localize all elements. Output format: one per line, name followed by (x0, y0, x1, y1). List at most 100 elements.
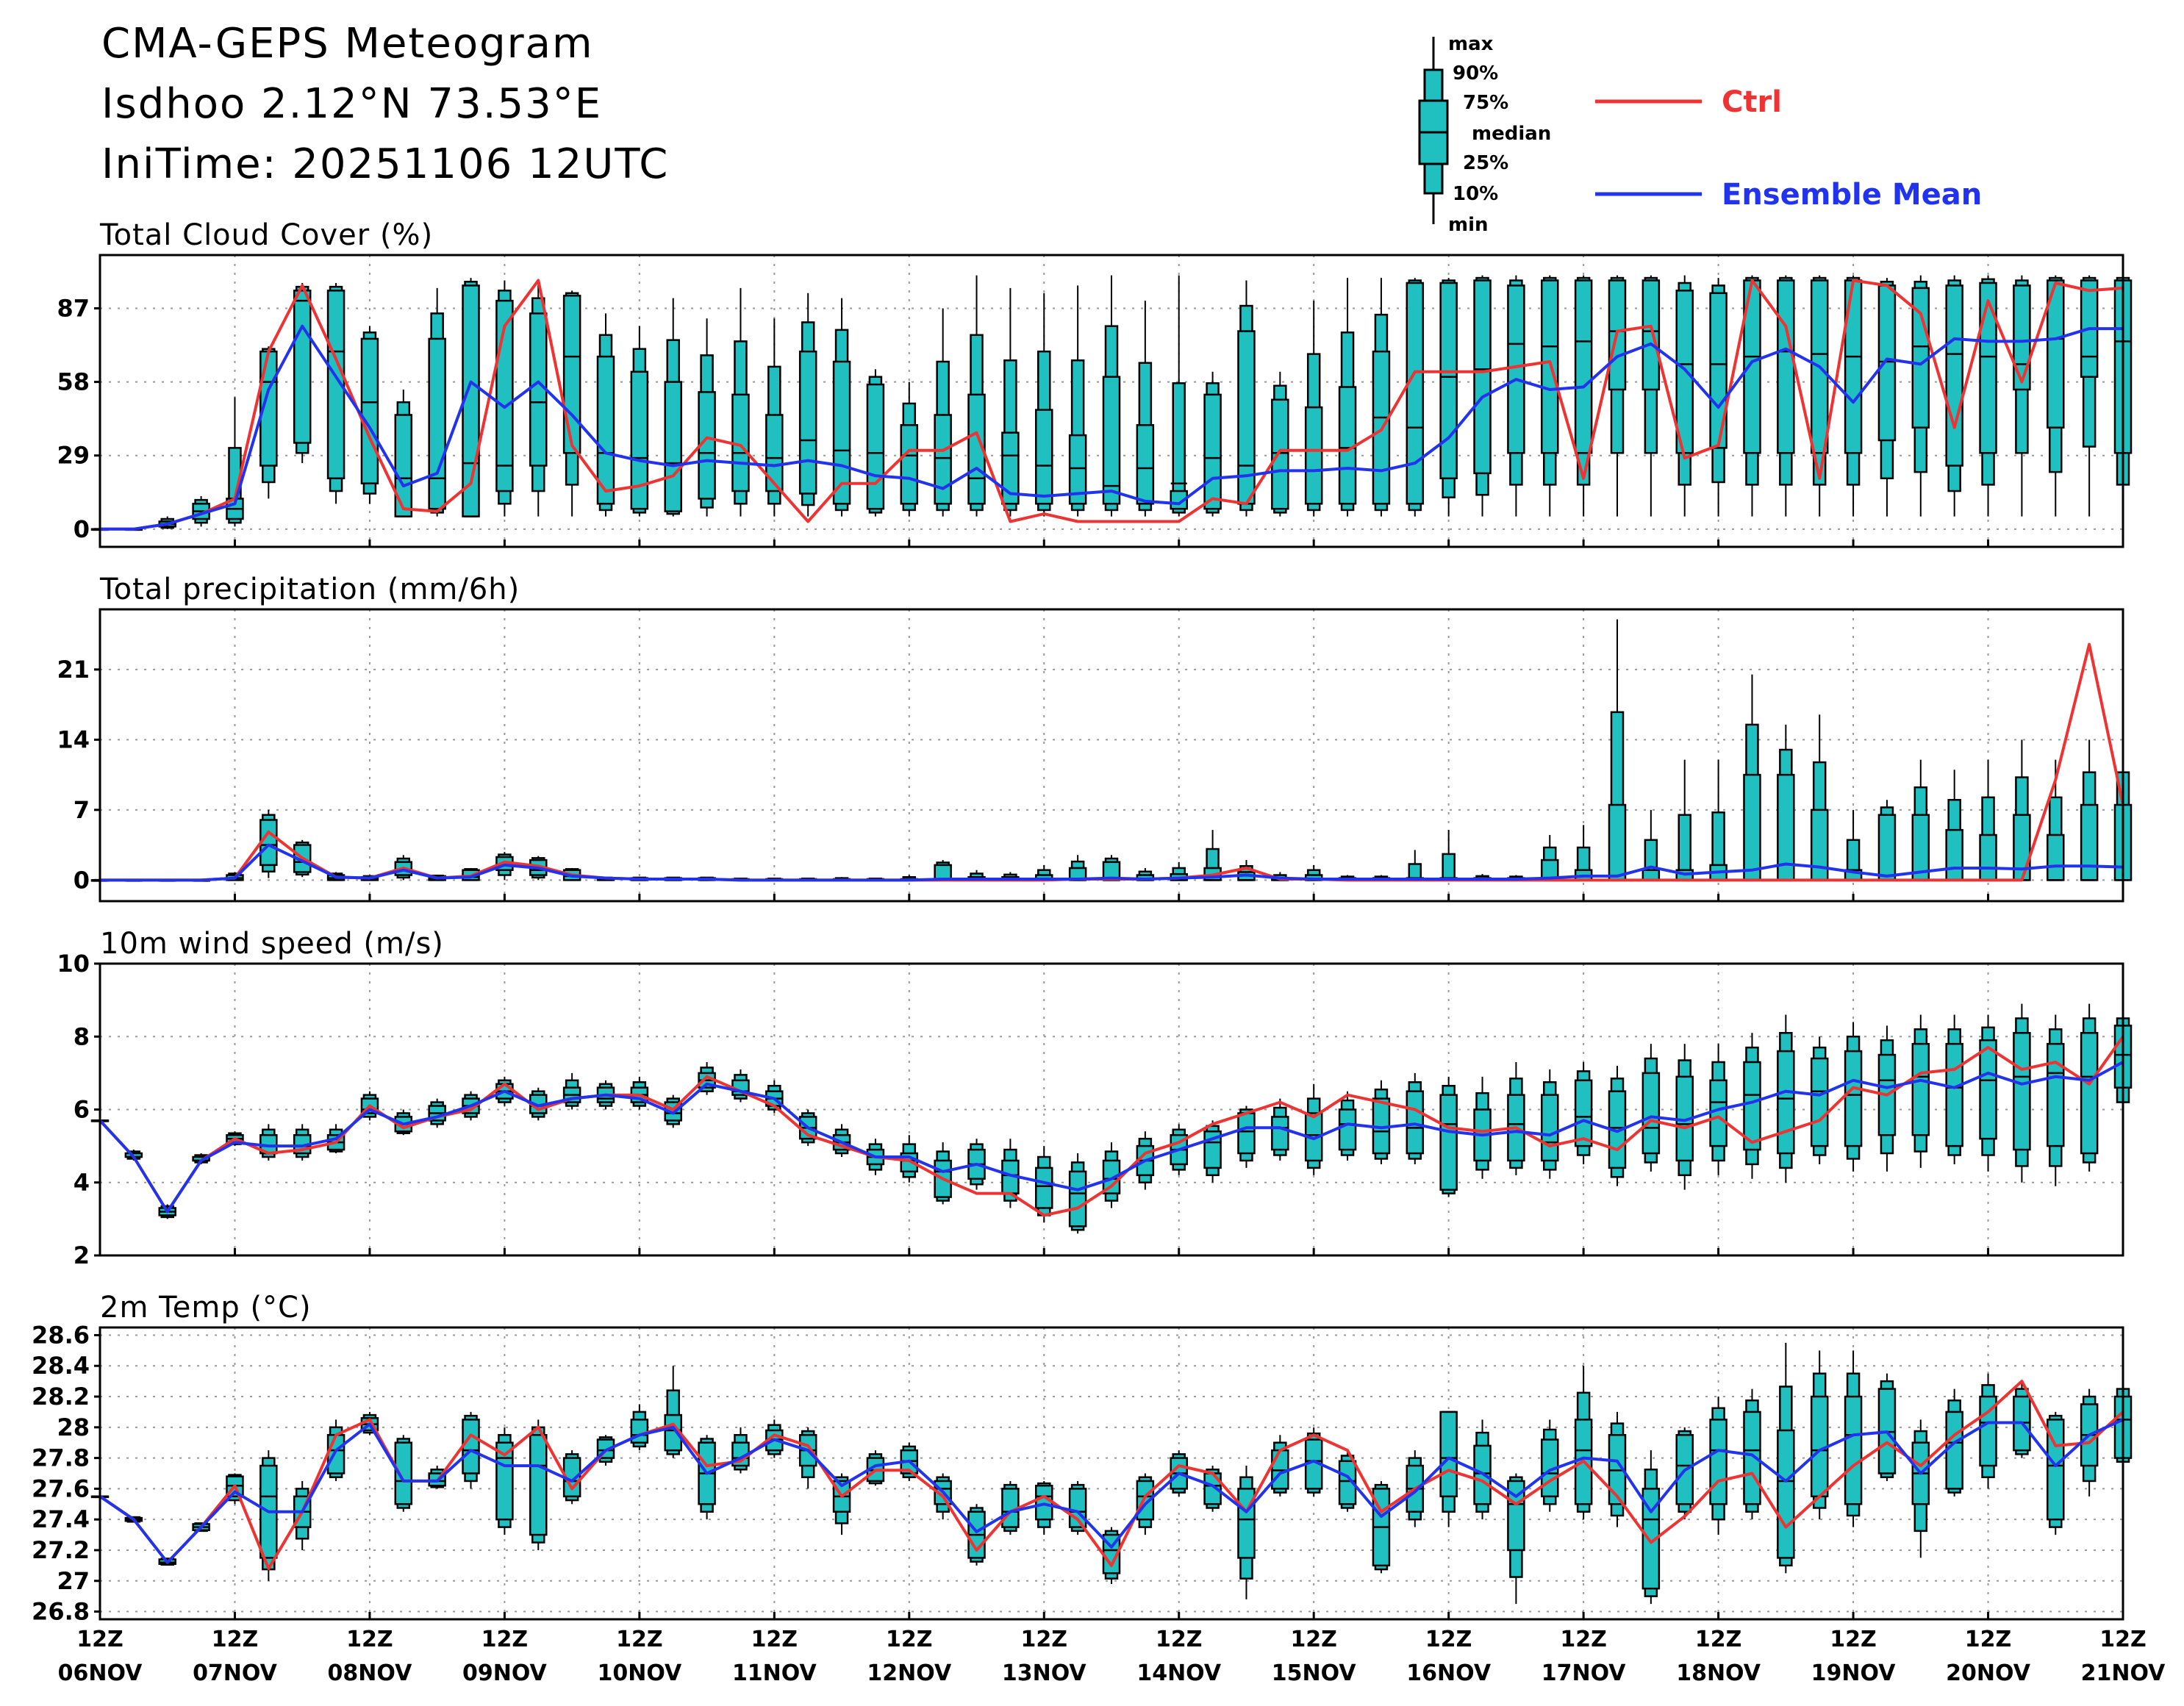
temperature-box (2080, 1388, 2099, 1497)
wind-speed-box (1709, 1044, 1727, 1175)
cloud-cover-box (1035, 293, 1053, 517)
wind-speed-box (1304, 1083, 1323, 1175)
cloud-cover-box (360, 326, 379, 504)
wind-speed-box-inner (1810, 1057, 1829, 1147)
wind-speed-box (1777, 1014, 1795, 1183)
cloud-cover-box (226, 397, 244, 527)
wind-speed-box-inner (1945, 1042, 1963, 1147)
cloud-cover-box (1574, 275, 1593, 517)
xtick-date-label: 16NOV (1406, 1660, 1492, 1686)
cloud-cover-box (698, 318, 716, 517)
temperature-box-inner (326, 1434, 345, 1474)
wind-speed-box (1608, 1065, 1627, 1186)
wind-speed-box (1641, 1044, 1661, 1172)
wind-speed-box (1911, 1014, 1930, 1168)
wind-speed-box (562, 1072, 581, 1110)
cloud-cover-box-inner (1777, 279, 1795, 454)
cloud-cover-box-inner (1035, 409, 1053, 505)
precipitation-box (1777, 724, 1795, 881)
temperature-box-inner (1945, 1411, 1963, 1490)
cloud-cover-box-inner (1473, 279, 1492, 475)
cloud-cover-box (394, 389, 413, 517)
xtick-date-label: 09NOV (462, 1660, 548, 1686)
precipitation-box (259, 809, 278, 878)
xtick-date-label: 19NOV (1811, 1660, 1897, 1686)
cloud-cover-box (259, 346, 278, 499)
precipitation-box (1406, 850, 1425, 881)
cloud-cover-box-inner (1709, 292, 1727, 449)
temperature-box (2047, 1411, 2065, 1535)
precipitation-box (1608, 619, 1627, 881)
wind-speed-box (1810, 1036, 1829, 1164)
cloud-cover-box (1237, 280, 1256, 517)
xtick-time-label: 12Z (751, 1627, 798, 1652)
wind-speed-box-inner (1541, 1094, 1559, 1162)
cloud-cover-ytick-label: 29 (57, 442, 90, 470)
cloud-cover-box (2047, 275, 2065, 517)
cloud-cover-box (1675, 275, 1694, 517)
cloud-cover-ytick-label: 87 (57, 294, 90, 322)
cloud-cover-box (1170, 275, 1188, 517)
cloud-cover-box (1338, 278, 1357, 517)
precipitation-box (2080, 739, 2099, 881)
temperature-box (1372, 1480, 1391, 1574)
temperature-box (1237, 1466, 1256, 1599)
cloud-cover-box-inner (1102, 376, 1121, 505)
precipitation-box-inner (1979, 834, 1997, 881)
wind-speed-box-inner (1777, 1050, 1795, 1155)
temperature-box (1877, 1373, 1897, 1481)
xtick-date-label: 07NOV (193, 1660, 278, 1686)
cloud-cover-box (1979, 275, 1997, 517)
cloud-cover-box (1271, 371, 1289, 517)
wind-speed-box (1574, 1061, 1593, 1164)
wind-speed-ytick-label: 4 (74, 1169, 90, 1197)
cloud-cover-box (934, 308, 952, 517)
cloud-cover-box (731, 287, 750, 517)
cloud-cover-box-inner (1641, 279, 1661, 391)
temperature-box (698, 1435, 716, 1520)
temperature-ytick-label: 27.2 (32, 1536, 90, 1564)
precipitation-box (1945, 770, 1963, 881)
wind-speed-box-inner (1439, 1094, 1458, 1191)
wind-speed-box-inner (1237, 1112, 1256, 1155)
xtick-time-label: 12Z (886, 1627, 933, 1652)
cloud-cover-box-inner (1979, 282, 1997, 454)
init-time-label: IniTime: 20251106 12UTC (101, 140, 669, 188)
wind-speed-box-inner (1338, 1108, 1357, 1151)
cloud-cover-box (1136, 301, 1155, 517)
xtick-date-label: 14NOV (1136, 1660, 1222, 1686)
wind-speed-box-inner (1035, 1166, 1053, 1209)
cloud-cover-box-inner (1507, 284, 1525, 454)
wind-speed-box (1237, 1105, 1256, 1168)
wind-speed-box-inner (1271, 1116, 1289, 1151)
temperature-box (1844, 1350, 1863, 1527)
cloud-cover-box-inner (630, 370, 649, 510)
xtick-date-label: 08NOV (328, 1660, 413, 1686)
temperature-box (664, 1366, 682, 1458)
panel-title-temperature: 2m Temp (°C) (100, 1291, 312, 1325)
xtick-time-label: 12Z (2099, 1627, 2147, 1652)
xtick-date-label: 21NOV (2081, 1660, 2166, 1686)
wind-speed-box (1439, 1076, 1458, 1197)
cloud-cover-box-inner (1304, 406, 1323, 505)
temperature-box (1709, 1397, 1727, 1535)
wind-speed-box (1675, 1044, 1694, 1190)
temperature-box (462, 1411, 480, 1489)
temperature-box-inner (1035, 1484, 1053, 1521)
precipitation-box-inner (1810, 809, 1829, 881)
temperature-box (293, 1480, 312, 1550)
precipitation-ytick-label: 14 (57, 725, 90, 753)
precipitation-mean-line (100, 843, 2124, 882)
wind-speed-box (731, 1069, 750, 1103)
wind-speed-box (2047, 1014, 2065, 1186)
precipitation-box-inner (259, 819, 278, 867)
temperature-box (1439, 1411, 1458, 1527)
precipitation-box (1877, 800, 1897, 881)
temperature-box-inner (462, 1419, 480, 1474)
cloud-cover-box (1473, 275, 1492, 517)
panel-title-cloud-cover: Total Cloud Cover (%) (99, 218, 433, 252)
cloud-cover-box-inner (765, 414, 784, 492)
cloud-cover-box (1203, 371, 1222, 517)
wind-speed-box (1473, 1076, 1492, 1179)
